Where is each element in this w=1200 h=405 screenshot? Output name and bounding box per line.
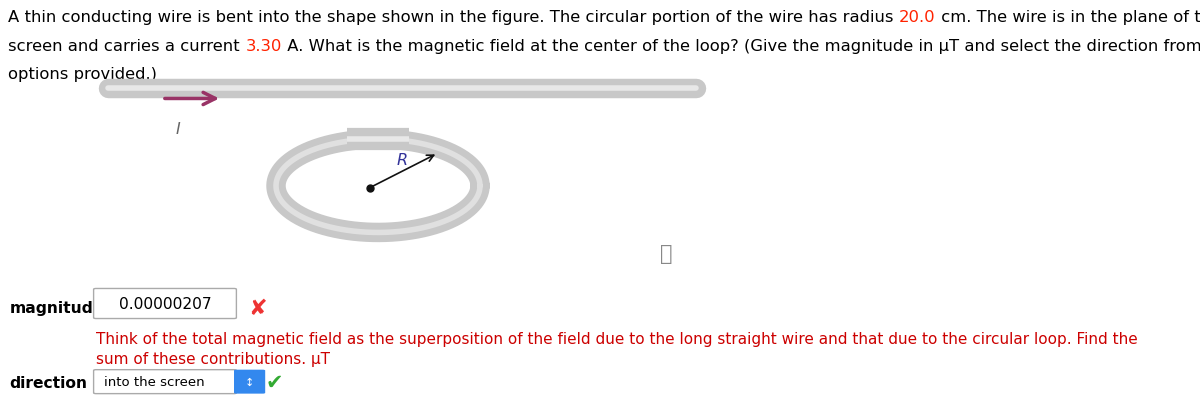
FancyBboxPatch shape: [94, 289, 236, 319]
FancyBboxPatch shape: [94, 370, 236, 394]
Text: ✔: ✔: [266, 372, 283, 392]
Text: screen and carries a current: screen and carries a current: [8, 38, 245, 53]
Text: A thin conducting wire is bent into the shape shown in the figure. The circular : A thin conducting wire is bent into the …: [8, 10, 899, 25]
Text: 3.30: 3.30: [245, 38, 282, 53]
Text: ↕: ↕: [245, 377, 254, 387]
Text: 20.0: 20.0: [899, 10, 936, 25]
Text: options provided.): options provided.): [8, 67, 157, 82]
Text: cm. The wire is in the plane of the: cm. The wire is in the plane of the: [936, 10, 1200, 25]
Text: ✘: ✘: [248, 298, 268, 318]
Text: ⓘ: ⓘ: [660, 243, 672, 263]
Text: sum of these contributions. μT: sum of these contributions. μT: [96, 351, 330, 366]
Text: into the screen: into the screen: [103, 375, 204, 388]
Text: Think of the total magnetic field as the superposition of the field due to the l: Think of the total magnetic field as the…: [96, 331, 1138, 345]
Text: direction: direction: [10, 375, 88, 390]
FancyBboxPatch shape: [234, 370, 265, 394]
Text: R: R: [396, 153, 408, 167]
Text: A. What is the magnetic field at the center of the loop? (Give the magnitude in : A. What is the magnetic field at the cen…: [282, 38, 1200, 53]
Text: magnitude: magnitude: [10, 301, 104, 315]
Text: 0.00000207: 0.00000207: [119, 296, 211, 311]
Text: I: I: [175, 122, 180, 137]
